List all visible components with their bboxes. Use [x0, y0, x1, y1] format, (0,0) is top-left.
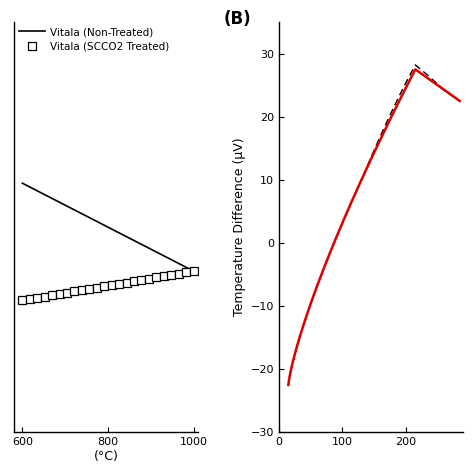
Vitala (SCCO2 Treated) [161, 273, 167, 279]
Vitala (SCCO2 Treated) [87, 286, 92, 292]
Vitala (SCCO2 Treated) [79, 287, 85, 293]
Vitala (SCCO2 Treated) [191, 268, 196, 274]
Vitala (SCCO2 Treated) [124, 280, 129, 285]
Vitala (SCCO2 Treated) [19, 298, 25, 303]
Vitala (SCCO2 Treated) [49, 292, 55, 298]
Legend: Vitala (Non-Treated), Vitala (SCCO2 Treated): Vitala (Non-Treated), Vitala (SCCO2 Trea… [19, 27, 170, 52]
Vitala (SCCO2 Treated) [27, 296, 33, 302]
Vitala (SCCO2 Treated) [101, 283, 107, 289]
Y-axis label: Temperature Difference (μV): Temperature Difference (μV) [233, 138, 246, 317]
Vitala (SCCO2 Treated) [168, 272, 174, 278]
Vitala (SCCO2 Treated) [116, 281, 122, 287]
Vitala (SCCO2 Treated) [72, 289, 77, 294]
Vitala (SCCO2 Treated) [146, 276, 152, 282]
Line: Vitala (SCCO2 Treated): Vitala (SCCO2 Treated) [18, 267, 197, 304]
Vitala (SCCO2 Treated) [138, 277, 144, 283]
X-axis label: (°C): (°C) [93, 450, 118, 463]
Vitala (SCCO2 Treated) [154, 274, 159, 280]
Vitala (SCCO2 Treated) [176, 271, 182, 276]
Text: (B): (B) [224, 10, 251, 28]
Vitala (SCCO2 Treated) [35, 295, 40, 301]
Vitala (SCCO2 Treated) [109, 283, 115, 288]
Vitala (SCCO2 Treated) [64, 290, 70, 296]
Vitala (SCCO2 Treated) [94, 285, 100, 291]
Vitala (SCCO2 Treated) [183, 270, 189, 275]
Vitala (SCCO2 Treated) [57, 291, 63, 297]
Vitala (SCCO2 Treated) [42, 294, 47, 300]
Vitala (SCCO2 Treated) [131, 278, 137, 284]
